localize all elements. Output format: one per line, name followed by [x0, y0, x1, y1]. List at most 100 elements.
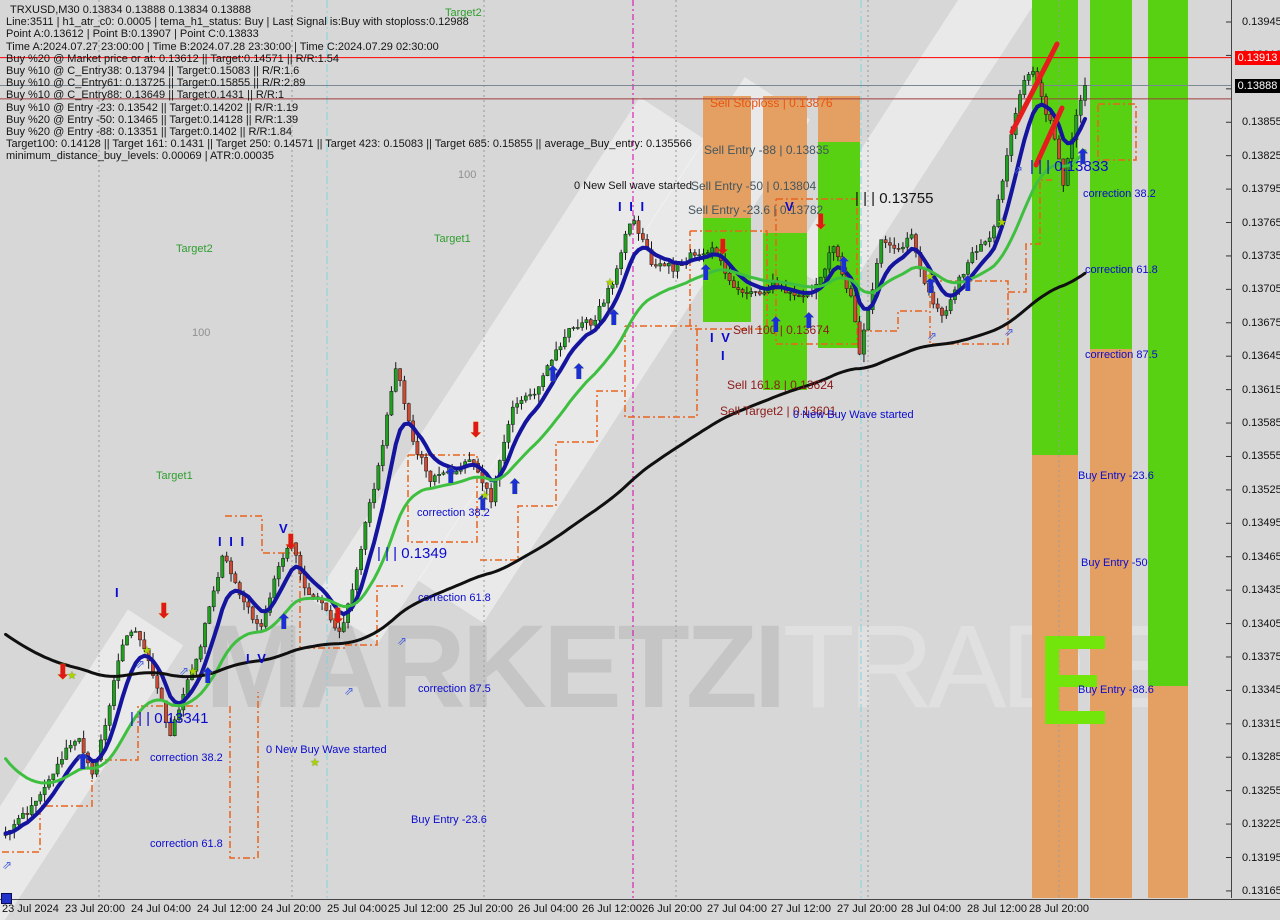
- annotation: I: [115, 585, 121, 600]
- annotation: correction 61.8: [418, 592, 491, 604]
- sell-arrow-icon: ⬇: [54, 661, 72, 684]
- price-axis[interactable]: 0.13913 0.13888 0.139450.139130.138880.1…: [1233, 0, 1280, 898]
- annotation: Target1: [156, 470, 193, 482]
- sell-arrow-icon: ⬇: [812, 211, 830, 234]
- time-tick-label: 27 Jul 04:00: [707, 903, 767, 915]
- current-price-badge: 0.13888: [1235, 79, 1280, 93]
- buy-arrow-icon: ⬆: [959, 273, 977, 296]
- buy-arrow-icon: ⬆: [1074, 146, 1092, 169]
- annotation: Sell Stoploss | 0.13876: [710, 96, 833, 110]
- time-tick-label: 25 Jul 12:00: [388, 903, 448, 915]
- price-tick-label: 0.13705: [1242, 283, 1280, 296]
- candlestick-chart[interactable]: [0, 0, 1232, 898]
- buy-arrow-icon: ⬆: [697, 262, 715, 285]
- price-tick-label: 0.13315: [1242, 717, 1280, 730]
- price-tick-label: 0.13675: [1242, 316, 1280, 329]
- sell-arrow-icon: ⬇: [155, 600, 173, 623]
- scroll-corner-icon[interactable]: [1, 893, 12, 904]
- wave-flag-icon: ⇗: [1013, 163, 1024, 177]
- time-tick-label: 25 Jul 04:00: [327, 903, 387, 915]
- price-tick-label: 0.13945: [1242, 16, 1280, 28]
- time-tick-label: 26 Jul 20:00: [642, 903, 702, 915]
- time-tick-label: 24 Jul 04:00: [131, 903, 191, 915]
- buy-arrow-icon: ⬆: [835, 254, 853, 277]
- price-tick-label: 0.13165: [1242, 884, 1280, 897]
- annotation: Sell 161.8 | 0.13624: [727, 378, 834, 392]
- annotation: Target1: [434, 233, 471, 245]
- annotation: correction 38.2: [1083, 188, 1156, 200]
- price-tick-label: 0.13435: [1242, 584, 1280, 597]
- sell-arrow-icon: ⬇: [329, 605, 347, 628]
- buy-arrow-icon: ⬆: [275, 611, 293, 634]
- price-tick-label: 0.13645: [1242, 350, 1280, 363]
- star-marker-icon: ★: [480, 490, 490, 502]
- price-tick-label: 0.13405: [1242, 617, 1280, 630]
- info-line: minimum_distance_buy_levels: 0.00069 | A…: [6, 150, 275, 163]
- sell-arrow-icon: ⬇: [714, 236, 732, 259]
- price-tick-label: 0.13825: [1242, 149, 1280, 162]
- info-line: Buy %20 @ Entry -88: 0.13351 || Target:0…: [6, 126, 292, 138]
- annotation: V: [785, 199, 796, 214]
- annotation: | | | 0.13833: [1030, 158, 1109, 175]
- buy-arrow-icon: ⬆: [767, 314, 785, 337]
- time-axis[interactable]: 23 Jul 2024 23 Jul 20:00 24 Jul 04:00 24 Ju…: [0, 899, 1280, 920]
- annotation: 0 New Buy Wave started: [793, 409, 914, 421]
- annotation: Sell Entry -50 | 0.13804: [691, 179, 817, 193]
- annotation: Sell Target2 | 0.13601: [720, 404, 837, 418]
- wave-flag-icon: ⇗: [927, 329, 938, 343]
- price-tick-label: 0.13525: [1242, 483, 1280, 496]
- info-line: Buy %10 @ C_Entry61: 0.13725 || Target:0…: [6, 77, 306, 90]
- sell-arrow-icon: ⬇: [467, 419, 485, 442]
- info-line: Target100: 0.14128 || Target 161: 0.1431…: [6, 138, 692, 151]
- annotation: I: [721, 348, 727, 363]
- annotation: 100: [192, 327, 211, 339]
- buy-arrow-icon: ⬆: [199, 665, 217, 688]
- annotation: correction 38.2: [417, 507, 490, 519]
- wave-flag-icon: ⇗: [179, 664, 190, 678]
- annotation: Buy Entry -88.6: [1078, 684, 1154, 696]
- star-marker-icon: ★: [997, 217, 1007, 229]
- annotation: Target2: [445, 7, 482, 19]
- wave-flag-icon: ⇗: [1004, 325, 1015, 339]
- info-line: Buy %10 @ C_Entry88: 0.13649 || Target:0…: [6, 89, 284, 102]
- time-tick-label: 26 Jul 04:00: [518, 903, 578, 915]
- price-tick-label: 0.13225: [1242, 818, 1280, 831]
- time-tick-label: 26 Jul 12:00: [582, 903, 642, 915]
- annotation: Buy Entry -50: [1081, 557, 1148, 569]
- annotation: correction 38.2: [150, 752, 223, 764]
- annotation: Sell Entry -88 | 0.13835: [704, 143, 830, 157]
- info-line: TRXUSD,M30 0.13834 0.13888 0.13834 0.138…: [10, 4, 251, 16]
- price-tick-label: 0.13615: [1242, 383, 1280, 396]
- buy-arrow-icon: ⬆: [800, 310, 818, 333]
- annotation: 0 New Buy Wave started: [266, 744, 387, 756]
- price-tick-label: 0.13495: [1242, 517, 1280, 530]
- info-line: Buy %10 @ Entry -23: 0.13542 || Target:0…: [6, 101, 299, 114]
- star-marker-icon: ★: [67, 670, 77, 682]
- annotation: Target2: [176, 243, 213, 255]
- price-tick-label: 0.13585: [1242, 417, 1280, 430]
- time-tick-label: 24 Jul 20:00: [261, 903, 321, 915]
- info-line: Buy %10 @ C_Entry38: 0.13794 || Target:0…: [6, 65, 300, 77]
- annotation: I V: [246, 651, 268, 666]
- price-tick-label: 0.13795: [1242, 183, 1280, 196]
- annotation: I I I: [218, 534, 247, 549]
- annotation: Sell 100 | 0.13674: [733, 323, 830, 337]
- info-line: Buy %20 @ Entry -50: 0.13465 || Target:0…: [6, 113, 299, 126]
- buy-arrow-icon: ⬆: [922, 275, 940, 298]
- price-tick-label: 0.13255: [1242, 784, 1280, 797]
- time-tick-label: 23 Jul 2024: [2, 903, 59, 915]
- price-tick-label: 0.13345: [1242, 684, 1280, 697]
- watermark-green-e: [1045, 636, 1105, 724]
- price-tick-label: 0.13555: [1242, 450, 1280, 463]
- annotation: I V: [710, 330, 732, 345]
- buy-arrow-icon: ⬆: [474, 492, 492, 515]
- time-tick-label: 28 Jul 04:00: [901, 903, 961, 915]
- time-tick-label: 28 Jul 12:00: [967, 903, 1027, 915]
- annotation: I I I: [618, 199, 647, 214]
- info-line: Line:3511 | h1_atr_c0: 0.0005 | tema_h1_…: [6, 16, 469, 29]
- wave-flag-icon: ⇗: [397, 634, 408, 648]
- info-line: Buy %20 @ Market price or at: 0.13612 ||…: [6, 52, 340, 65]
- buy-arrow-icon: ⬆: [74, 751, 92, 774]
- buy-arrow-icon: ⬆: [442, 465, 460, 488]
